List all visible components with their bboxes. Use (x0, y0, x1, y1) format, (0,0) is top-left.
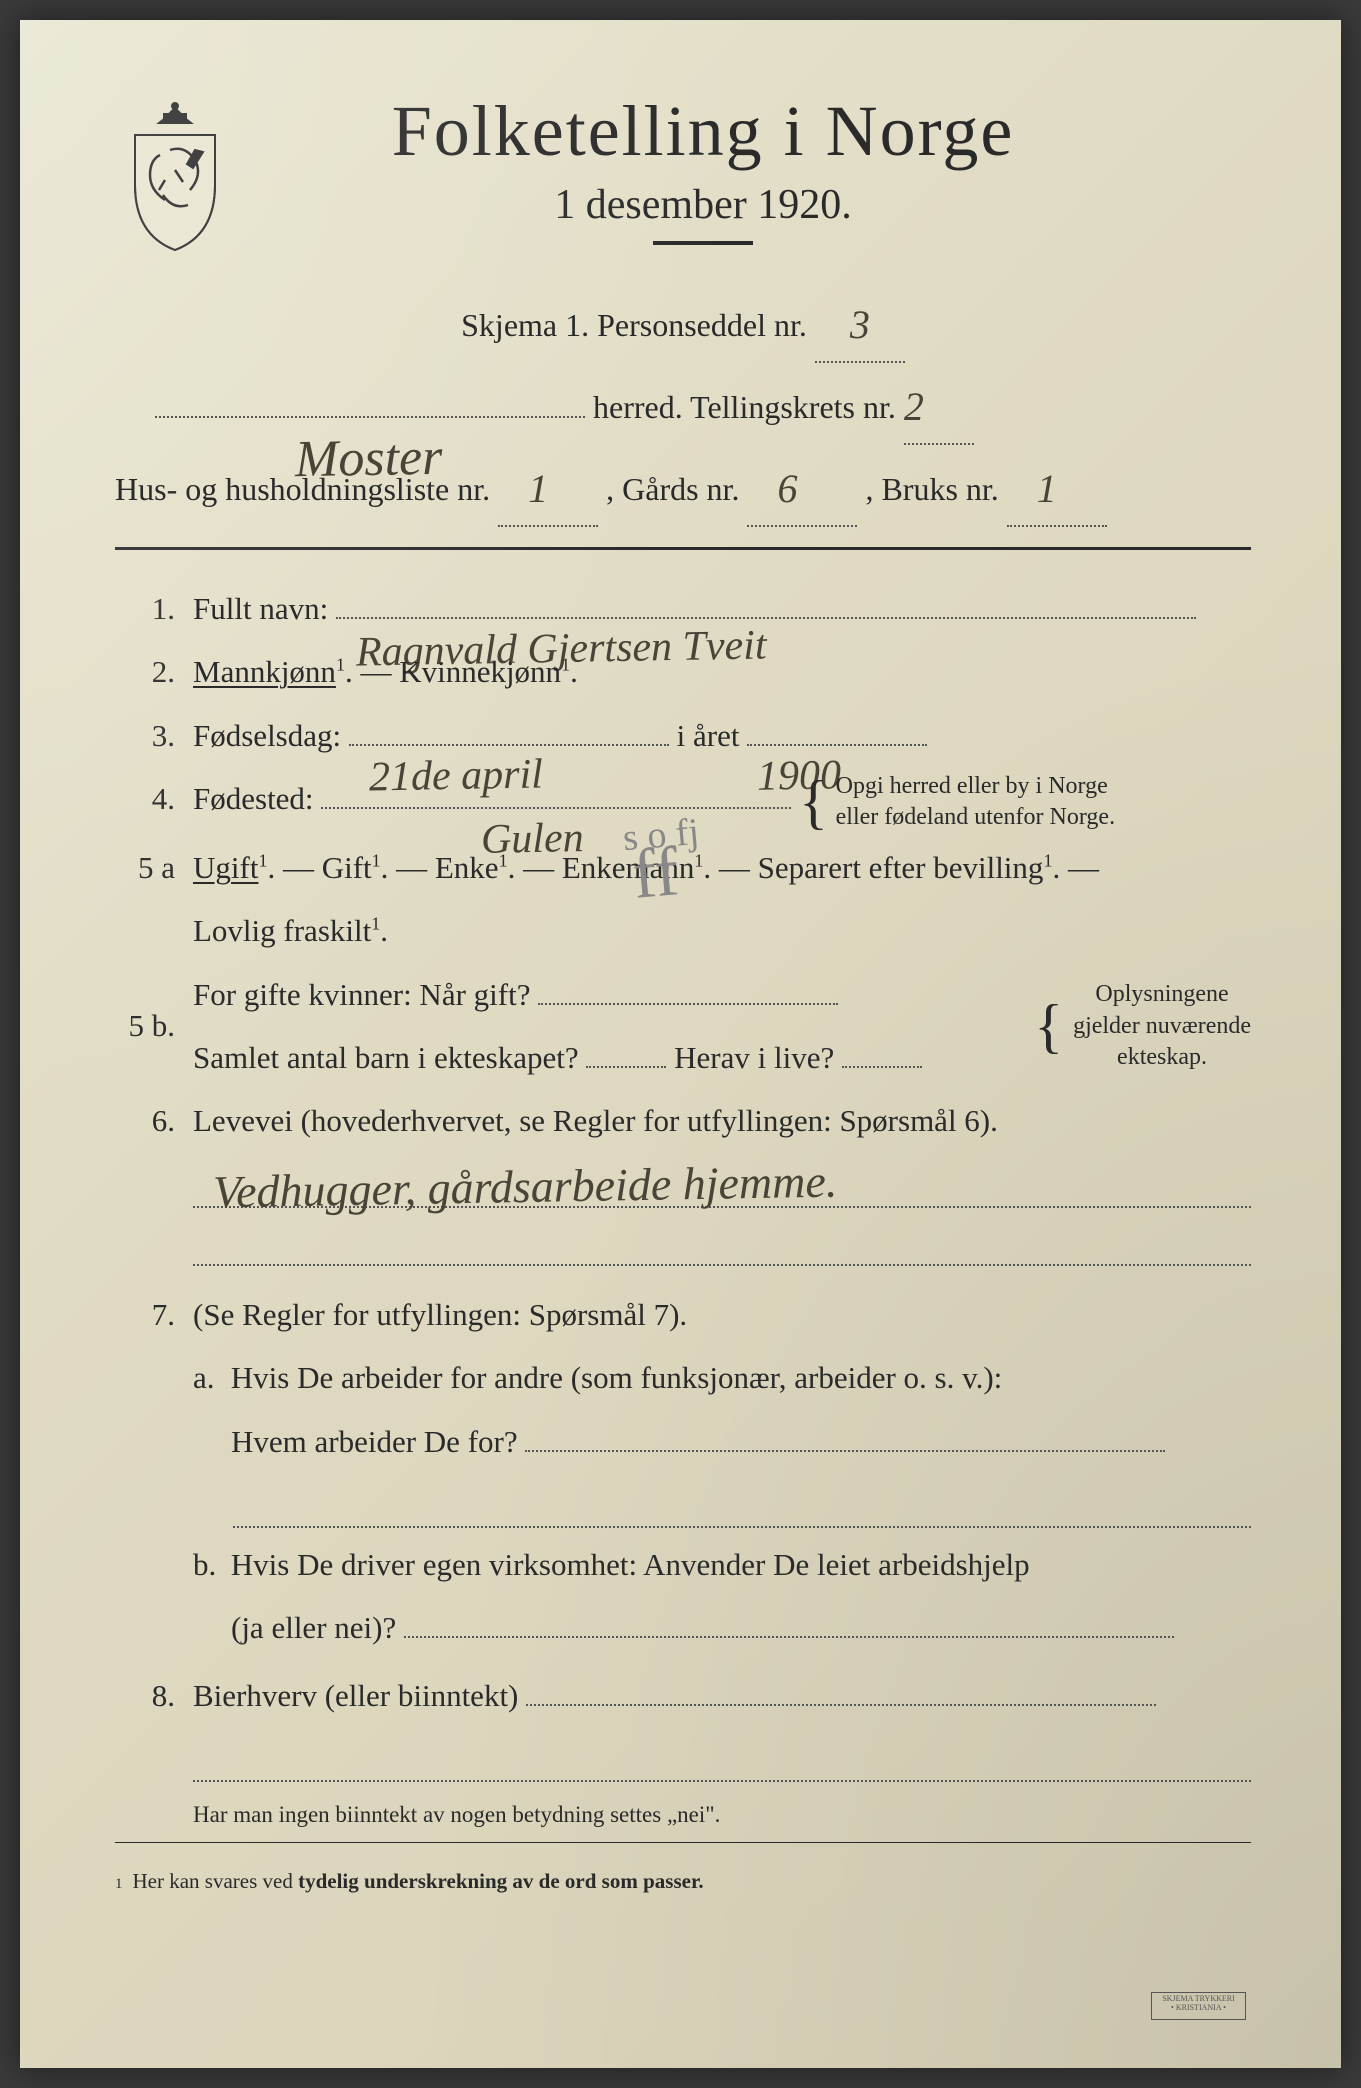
rule-1 (115, 547, 1251, 550)
q5b-row: 5 b. For gifte kvinner: Når gift? Samlet… (115, 966, 1251, 1087)
q4-row: 4. Fødested: Gulen { Opgi herred eller b… (115, 770, 1251, 833)
q4-label: Fødested: (193, 781, 314, 816)
footnote-num: 1 (115, 1876, 123, 1893)
crest-svg (115, 100, 235, 260)
q8-row: 8. Bierhverv (eller biinntekt) (115, 1667, 1251, 1724)
q3-year-label: i året (677, 718, 740, 753)
q4-note: Opgi herred eller by i Norge eller fødel… (836, 771, 1115, 833)
hus-nr: 1 (498, 451, 548, 527)
subtitle: 1 desember 1920. (275, 181, 1131, 229)
hus-line: Hus- og husholdningsliste nr. 1 , Gårds … (115, 449, 1251, 527)
q8-num: 8. (115, 1667, 175, 1724)
q2-row: 2. Mannkjønn1. — Kvinnekjønn1. (115, 643, 1251, 700)
footer-rule (115, 1842, 1251, 1843)
q1-num: 1. (115, 580, 175, 637)
footnote: 1 Her kan svares ved tydelig underskrekn… (115, 1869, 1251, 1894)
q5b-l1a: For gifte kvinner: Når gift? (193, 977, 530, 1012)
q8-fill (115, 1732, 1251, 1782)
q5a-num: 5 a (115, 839, 175, 896)
footnote-text-b: tydelig underskrekning av de ord som pas… (298, 1869, 703, 1893)
q5a-gift: Gift (322, 850, 372, 885)
tellingskrets-nr: 2 (904, 369, 924, 445)
printer-stamp: SKJEMA TRYKKERI • KRISTIANIA • (1151, 1992, 1246, 2020)
q7b-l2: (ja eller nei)? (231, 1610, 396, 1645)
q7a-row: a. Hvis De arbeider for andre (som funks… (115, 1349, 1251, 1406)
skjema-line: Skjema 1. Personseddel nr. 3 (115, 285, 1251, 363)
meta-block: Skjema 1. Personseddel nr. 3 Moster herr… (115, 285, 1251, 527)
q7b-row2: (ja eller nei)? (115, 1599, 1251, 1656)
q2-mann: Mannkjønn (193, 654, 336, 689)
q2-num: 2. (115, 643, 175, 700)
q5a-row: 5 a Ugift1. — Gift1. — Enke1. — Enkemann… (115, 839, 1251, 896)
footer-note: Har man ingen biinntekt av nogen betydni… (115, 1802, 1251, 1828)
q5a-row2: Lovlig fraskilt1. (115, 902, 1251, 959)
q5a-enke: Enke (435, 850, 499, 885)
q6-row: 6. Levevei (hovederhvervet, se Regler fo… (115, 1092, 1251, 1149)
q5a-fraskilt: Lovlig fraskilt (193, 913, 371, 948)
q6-label: Levevei (hovederhvervet, se Regler for u… (193, 1103, 998, 1138)
footnote-text-a: Her kan svares ved (133, 1869, 299, 1893)
title-rule (653, 241, 753, 245)
q7-row: 7. (Se Regler for utfyllingen: Spørsmål … (115, 1286, 1251, 1343)
q7a-letter: a. (193, 1349, 223, 1406)
q6-value: Vedhugger, gårdsarbeide hjemme. (213, 1154, 838, 1218)
form-header: Folketelling i Norge 1 desember 1920. (115, 90, 1251, 275)
herred-label: herred. Tellingskrets nr. (593, 389, 896, 425)
q5b-num: 5 b. (115, 997, 175, 1054)
q5a-ugift: Ugift (193, 850, 258, 885)
q1-label: Fullt navn: (193, 591, 328, 626)
q3-label: Fødselsdag: (193, 718, 341, 753)
q7a-l1: Hvis De arbeider for andre (som funksjon… (231, 1360, 1003, 1395)
q3-row: 3. Fødselsdag: 21de april i året 1900 (115, 707, 1251, 764)
q8-label: Bierhverv (eller biinntekt) (193, 1678, 518, 1713)
gaards-nr: 6 (747, 451, 797, 527)
q7b-letter: b. (193, 1536, 223, 1593)
q7a-fill (115, 1478, 1251, 1528)
brace-icon: { (799, 769, 828, 835)
bruks-nr: 1 (1007, 451, 1057, 527)
title-block: Folketelling i Norge 1 desember 1920. (275, 90, 1251, 275)
q3-num: 3. (115, 707, 175, 764)
q6-fill-2 (115, 1216, 1251, 1266)
q7a-l2: Hvem arbeider De for? (231, 1424, 518, 1459)
hus-label: Hus- og husholdningsliste nr. (115, 471, 490, 507)
coat-of-arms-icon (115, 100, 235, 260)
q7b-l1: Hvis De driver egen virksomhet: Anvender… (231, 1547, 1030, 1582)
q6-num: 6. (115, 1092, 175, 1149)
q5b-l2b: Herav i live? (674, 1040, 834, 1075)
main-title: Folketelling i Norge (275, 90, 1131, 173)
q5b-note: Oplysningene gjelder nuværende ekteskap. (1073, 979, 1251, 1073)
herred-line: Moster herred. Tellingskrets nr. 2 (115, 367, 1251, 445)
census-form-page: Folketelling i Norge 1 desember 1920. Sk… (20, 20, 1341, 2068)
q7-num: 7. (115, 1286, 175, 1343)
skjema-label: Skjema 1. Personseddel nr. (461, 307, 807, 343)
q7-label: (Se Regler for utfyllingen: Spørsmål 7). (193, 1297, 687, 1332)
gaards-label: , Gårds nr. (606, 471, 739, 507)
q4-num: 4. (115, 770, 175, 827)
q2-kvinne: Kvinnekjønn (399, 654, 561, 689)
q1-row: 1. Fullt navn: Ragnvald Gjertsen Tveit (115, 580, 1251, 637)
q5b-l2a: Samlet antal barn i ekteskapet? (193, 1040, 579, 1075)
bruks-label: , Bruks nr. (865, 471, 998, 507)
q5a-separert: Separert efter bevilling (758, 850, 1044, 885)
personseddel-nr: 3 (850, 287, 870, 363)
q7b-row: b. Hvis De driver egen virksomhet: Anven… (115, 1536, 1251, 1593)
q7a-row2: Hvem arbeider De for? (115, 1413, 1251, 1470)
q6-fill-1: Vedhugger, gårdsarbeide hjemme. (115, 1158, 1251, 1208)
